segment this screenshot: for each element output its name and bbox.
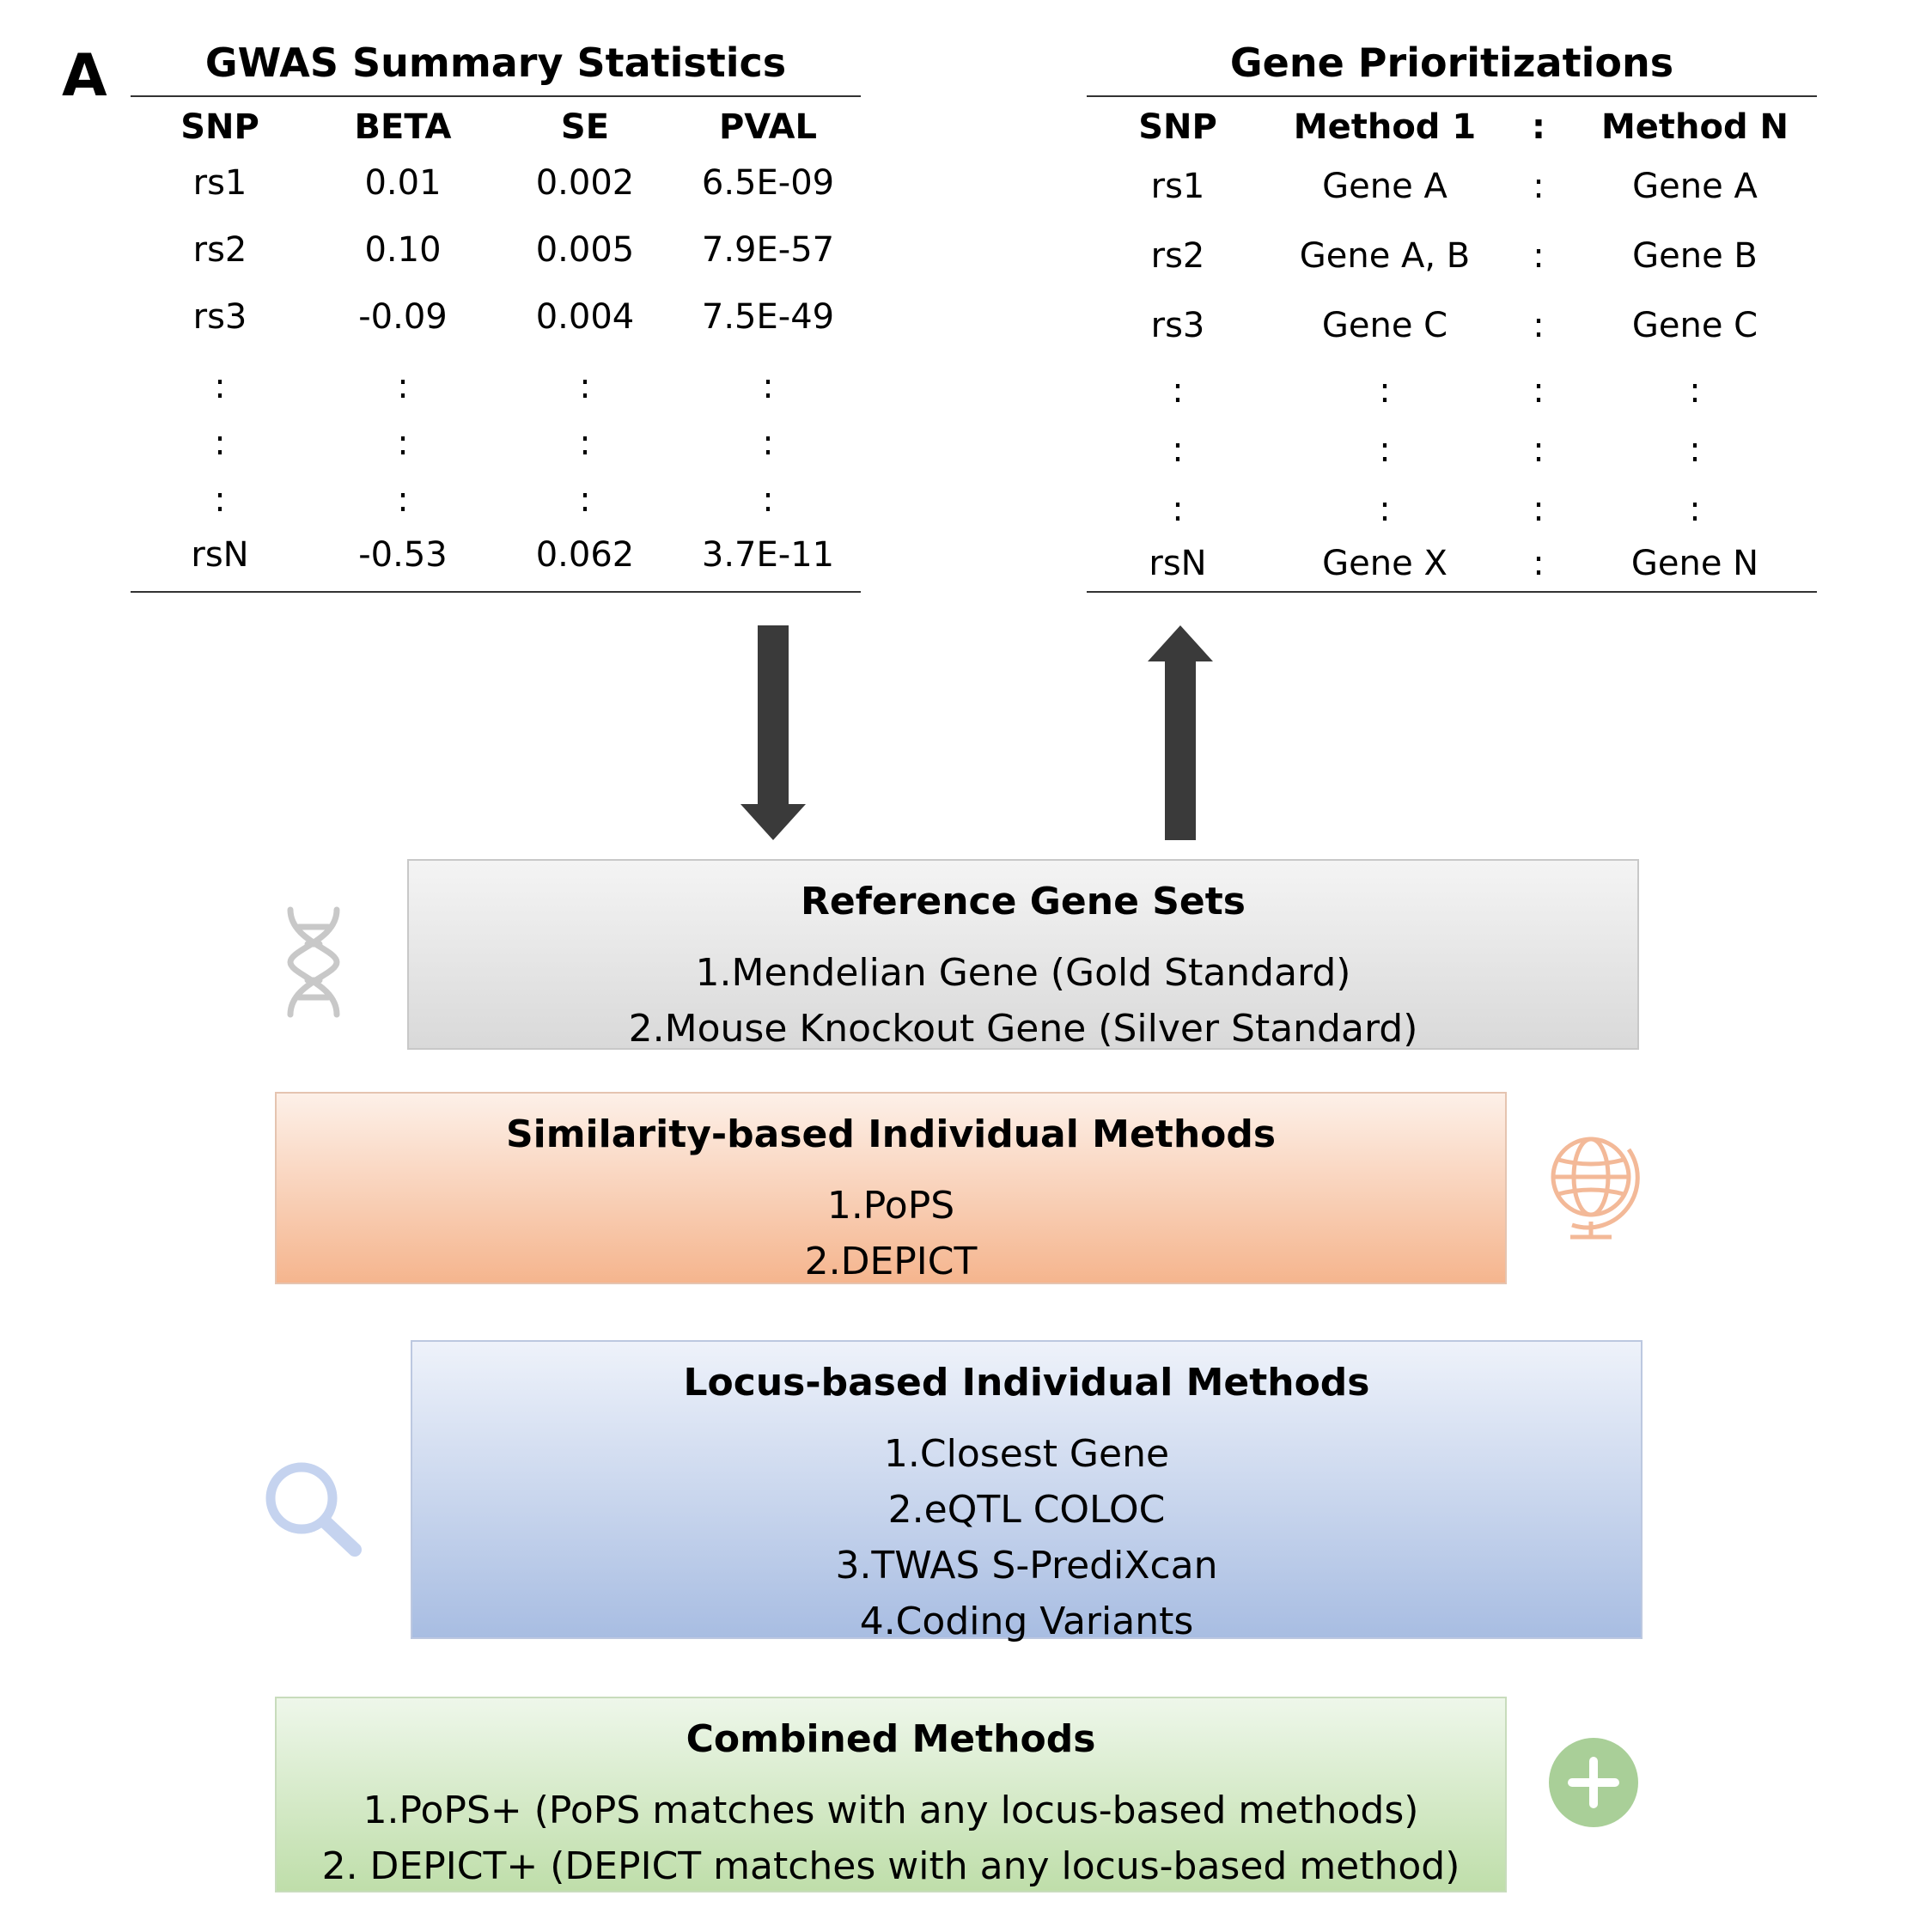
gwas-table-cell: 7.5E-49 [701, 297, 835, 337]
prior-table-cell: : [1172, 430, 1184, 470]
locus-item: 1.Closest Gene [883, 1432, 1170, 1476]
prior-header-cell: Method 1 [1293, 107, 1477, 147]
gwas-header-cell: BETA [354, 107, 452, 147]
gwas-table-cell: rs3 [192, 297, 247, 337]
gwas-table-cell: 7.9E-57 [701, 230, 835, 270]
gwas-table-cell: : [762, 367, 774, 406]
combined-item: 2. DEPICT+ (DEPICT matches with any locu… [321, 1844, 1460, 1888]
prior-header-cell: SNP [1138, 107, 1217, 147]
gwas-table-cell: : [397, 480, 409, 520]
prior-table-cell: Gene N [1630, 544, 1759, 583]
prior-table-cell: : [1533, 167, 1545, 206]
gwas-table-cell: : [762, 480, 774, 520]
gwas-table-cell: rs1 [192, 163, 247, 203]
gwas-table-cell: : [579, 424, 591, 463]
prior-table-cell: Gene C [1321, 306, 1448, 345]
similarity-item: 2.DEPICT [804, 1240, 978, 1283]
gwas-bottom-rule [131, 591, 861, 593]
reference-item: 2.Mouse Knockout Gene (Silver Standard) [628, 1007, 1418, 1051]
prior-table-cell: rsN [1149, 544, 1207, 583]
similarity-item: 1.PoPS [826, 1184, 955, 1228]
prior-bottom-rule [1087, 591, 1817, 593]
prior-table-cell: : [1533, 236, 1545, 276]
panel-label: A [62, 42, 107, 110]
reference-title: Reference Gene Sets [800, 880, 1246, 923]
prior-table-cell: Gene A [1322, 167, 1447, 206]
gwas-table-cell: 0.004 [535, 297, 635, 337]
similarity-methods-box: Similarity-based Individual Methods 1.Po… [275, 1092, 1507, 1284]
prior-header-cell: : [1532, 107, 1545, 147]
gwas-table-cell: -0.53 [358, 535, 448, 575]
down-arrow-icon [740, 625, 806, 840]
gwas-table-cell: 3.7E-11 [701, 535, 835, 575]
prior-table-cell: rs2 [1150, 236, 1205, 276]
prior-table-cell: : [1172, 371, 1184, 411]
gwas-top-rule [131, 95, 861, 97]
gwas-table-cell: : [397, 367, 409, 406]
plus-icon [1549, 1738, 1638, 1827]
gwas-table-cell: rs2 [192, 230, 247, 270]
gwas-table-title: GWAS Summary Statistics [204, 40, 787, 86]
gwas-table-cell: : [214, 424, 226, 463]
prior-table-cell: : [1689, 490, 1701, 529]
prior-table-cell: rs1 [1150, 167, 1205, 206]
prior-table-cell: : [1379, 430, 1391, 470]
prior-table-cell: : [1689, 430, 1701, 470]
gwas-table-cell: 0.005 [535, 230, 635, 270]
gwas-table-cell: : [762, 424, 774, 463]
reference-item: 1.Mendelian Gene (Gold Standard) [695, 951, 1351, 995]
gwas-table-cell: 0.002 [535, 163, 635, 203]
gwas-table-cell: : [214, 480, 226, 520]
prior-table-cell: : [1379, 490, 1391, 529]
prior-table-cell: : [1533, 430, 1545, 470]
prior-table-cell: : [1533, 544, 1545, 583]
gwas-table-cell: : [579, 480, 591, 520]
prior-table-cell: : [1379, 371, 1391, 411]
prior-table-cell: : [1172, 490, 1184, 529]
prior-header-cell: Method N [1600, 107, 1789, 147]
combined-item: 1.PoPS+ (PoPS matches with any locus-bas… [363, 1789, 1419, 1832]
gwas-header-cell: SE [560, 107, 610, 147]
gwas-header-cell: PVAL [718, 107, 817, 147]
locus-methods-box: Locus-based Individual Methods 1.Closest… [411, 1340, 1643, 1643]
prior-table-cell: : [1689, 371, 1701, 411]
reference-gene-sets-box: Reference Gene Sets 1.Mendelian Gene (Go… [407, 859, 1639, 1051]
magnifier-icon [265, 1462, 362, 1557]
locus-title: Locus-based Individual Methods [683, 1361, 1370, 1405]
combined-methods-box: Combined Methods 1.PoPS+ (PoPS matches w… [275, 1697, 1507, 1892]
gwas-table-cell: 6.5E-09 [701, 163, 835, 203]
prior-table-cell: Gene A, B [1299, 236, 1471, 276]
gwas-table-cell: : [397, 424, 409, 463]
gwas-table-cell: -0.09 [358, 297, 448, 337]
gwas-table-cell: 0.10 [364, 230, 442, 270]
gwas-table-cell: 0.01 [364, 163, 442, 203]
prior-table-title: Gene Prioritizations [1229, 40, 1674, 86]
prior-table-cell: : [1533, 490, 1545, 529]
gwas-table-cell: rsN [191, 535, 249, 575]
prior-table-cell: : [1533, 371, 1545, 411]
globe-icon [1551, 1137, 1640, 1240]
prior-table-cell: Gene X [1322, 544, 1447, 583]
gwas-table-cell: 0.062 [535, 535, 635, 575]
dna-icon [287, 906, 340, 1018]
prior-table-cell: rs3 [1150, 306, 1205, 345]
similarity-title: Similarity-based Individual Methods [505, 1112, 1277, 1156]
prior-table-cell: Gene A [1632, 167, 1758, 206]
combined-title: Combined Methods [686, 1717, 1096, 1761]
prior-table-cell: Gene B [1632, 236, 1758, 276]
up-arrow-icon [1148, 625, 1213, 840]
locus-item: 4.Coding Variants [859, 1600, 1194, 1643]
prior-table-cell: : [1533, 306, 1545, 345]
gwas-table-cell: : [579, 367, 591, 406]
gwas-header-cell: SNP [180, 107, 259, 147]
locus-item: 3.TWAS S-PrediXcan [835, 1544, 1218, 1588]
gwas-table-cell: : [214, 367, 226, 406]
prior-table-cell: Gene C [1631, 306, 1758, 345]
locus-item: 2.eQTL COLOC [887, 1488, 1166, 1532]
prior-top-rule [1087, 95, 1817, 97]
